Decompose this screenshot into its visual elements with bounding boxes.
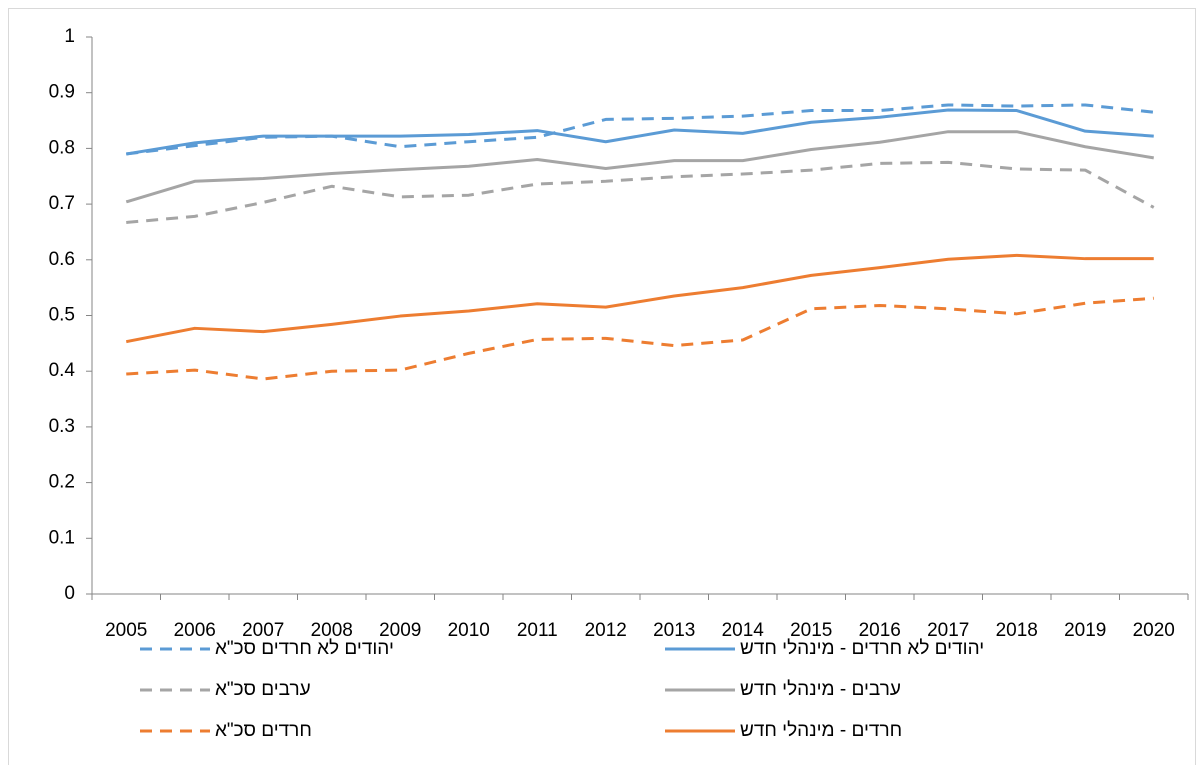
x-tick-label: 2014 <box>722 620 765 641</box>
series-line <box>125 253 1154 344</box>
x-tick-label: 2015 <box>790 620 832 641</box>
x-tick-label: 2016 <box>859 620 901 641</box>
series-line <box>125 130 1154 204</box>
y-tick-label: 0.8 <box>49 137 75 158</box>
x-tick-label: 2020 <box>1133 620 1175 641</box>
legend-label: יהודים לא חרדים סכ"א <box>215 638 394 659</box>
y-tick-label: 0.1 <box>49 527 75 548</box>
y-tick-label: 0.5 <box>49 305 75 326</box>
x-tick-label: 2018 <box>996 620 1038 641</box>
series-line <box>126 103 1154 156</box>
y-tick-label: 0.7 <box>49 193 75 214</box>
y-tick-label: 0.3 <box>49 416 75 437</box>
x-tick-label: 2011 <box>517 620 558 641</box>
legend-label: ערבים - מינהלי חדש <box>740 679 901 700</box>
y-tick-label: 0 <box>64 583 75 604</box>
legend-label: יהודים לא חרדים - מינהלי חדש <box>740 638 984 659</box>
y-tick-label: 0.9 <box>49 82 75 103</box>
x-tick-label: 2019 <box>1064 620 1106 641</box>
y-tick-label: 0.4 <box>49 360 76 381</box>
y-tick-label: 0.6 <box>49 249 75 270</box>
x-tick-label: 2012 <box>585 620 627 641</box>
x-tick-label: 2006 <box>174 620 216 641</box>
series-line <box>126 296 1154 381</box>
x-tick-label: 2013 <box>653 620 695 641</box>
x-tick-label: 2017 <box>927 620 969 641</box>
y-tick-label: 1 <box>64 26 75 47</box>
y-tick-label: 0.2 <box>49 472 75 493</box>
x-tick-label: 2008 <box>311 620 353 641</box>
series-line <box>126 160 1155 224</box>
legend-label: חרדים סכ"א <box>215 720 312 741</box>
x-tick-label: 2010 <box>448 620 490 641</box>
legend-label: חרדים - מינהלי חדש <box>740 720 902 741</box>
x-tick-label: 2005 <box>105 620 147 641</box>
x-tick-label: 2007 <box>242 620 284 641</box>
chart-frame <box>8 8 1196 765</box>
series-line <box>126 108 1154 156</box>
legend-label: ערבים סכ"א <box>215 679 311 700</box>
x-tick-label: 2009 <box>379 620 421 641</box>
